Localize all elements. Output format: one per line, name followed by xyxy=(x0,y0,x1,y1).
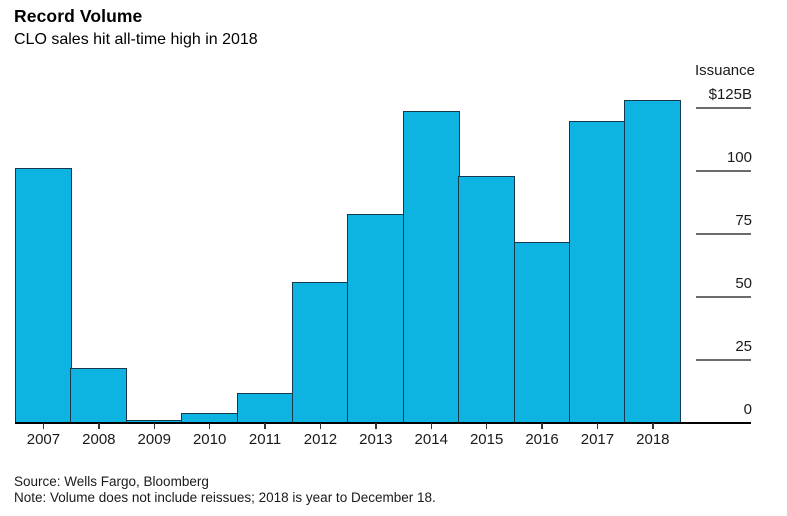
x-tick-2018 xyxy=(652,423,654,429)
y-tick-label-50: 50 xyxy=(735,275,752,292)
x-label-2007: 2007 xyxy=(26,431,61,448)
y-tick-line-125 xyxy=(696,107,751,109)
x-tick-2008 xyxy=(98,423,100,429)
x-tick-2016 xyxy=(541,423,543,429)
y-tick-label-125: $125B xyxy=(708,86,752,103)
y-tick-label-25: 25 xyxy=(735,338,752,355)
x-tick-2010 xyxy=(208,423,211,429)
bar-2018 xyxy=(624,100,682,423)
x-label-2014: 2014 xyxy=(414,431,448,448)
y-tick-label-75: 75 xyxy=(735,212,752,229)
y-axis-title: Issuance xyxy=(694,62,755,79)
x-label-2015: 2015 xyxy=(469,431,504,448)
x-label-2008: 2008 xyxy=(82,431,116,448)
bar-2014 xyxy=(402,110,460,423)
bar-2008 xyxy=(70,367,128,423)
bar-2017 xyxy=(569,120,626,423)
x-label-2017: 2017 xyxy=(580,431,615,448)
x-tick-2014 xyxy=(430,423,432,429)
x-label-2013: 2013 xyxy=(359,431,393,448)
x-tick-2017 xyxy=(596,423,599,429)
y-tick-line-100 xyxy=(696,170,751,172)
chart-subtitle: CLO sales hit all-time high in 2018 xyxy=(14,31,258,48)
chart-footer: Source: Wells Fargo, Bloomberg Note: Vol… xyxy=(14,474,436,506)
bar-2013 xyxy=(347,213,405,423)
x-tick-2012 xyxy=(319,423,322,429)
y-tick-line-50 xyxy=(696,296,751,298)
x-label-2011: 2011 xyxy=(248,431,282,448)
bar-2012 xyxy=(292,281,349,423)
x-tick-2011 xyxy=(264,423,266,429)
bar-2016 xyxy=(513,241,571,423)
x-tick-2015 xyxy=(485,423,488,429)
x-label-2010: 2010 xyxy=(192,431,227,448)
bar-2011 xyxy=(236,392,294,423)
x-tick-2013 xyxy=(375,423,377,429)
note-line: Note: Volume does not include reissues; … xyxy=(14,490,436,505)
source-line: Source: Wells Fargo, Bloomberg xyxy=(14,474,209,489)
y-tick-line-75 xyxy=(696,233,751,235)
x-tick-2007 xyxy=(42,423,45,429)
x-label-2018: 2018 xyxy=(636,431,670,448)
x-label-2016: 2016 xyxy=(525,431,559,448)
bar-2015 xyxy=(458,176,516,423)
chart-title: Record Volume xyxy=(14,6,143,26)
x-label-2012: 2012 xyxy=(303,431,338,448)
y-tick-line-25 xyxy=(696,359,751,361)
x-tick-2009 xyxy=(153,423,155,429)
y-tick-label-100: 100 xyxy=(726,149,752,166)
x-label-2009: 2009 xyxy=(137,431,171,448)
x-axis-line xyxy=(15,422,751,424)
y-tick-label-0: 0 xyxy=(743,401,752,418)
bar-2007 xyxy=(15,168,72,423)
